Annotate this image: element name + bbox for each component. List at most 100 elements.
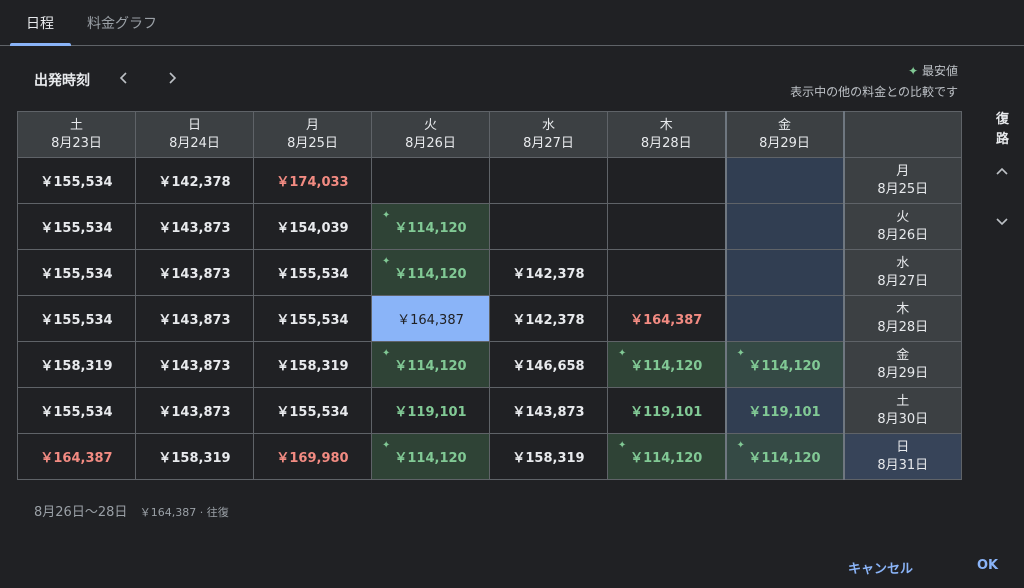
- weekday-label: 火: [423, 117, 437, 133]
- price-cell[interactable]: ✦ ￥114,120: [371, 203, 490, 250]
- price-cell[interactable]: ￥155,534: [253, 387, 372, 434]
- departure-date-header[interactable]: 日 8月24日: [135, 111, 254, 158]
- return-date-label[interactable]: 木 8月28日: [843, 295, 962, 342]
- price-cell[interactable]: ￥119,101: [724, 387, 845, 434]
- price-value: ￥114,120: [748, 451, 821, 466]
- price-cell[interactable]: ￥143,873: [135, 295, 254, 342]
- prev-dates-button[interactable]: [112, 66, 136, 90]
- chevron-up-icon: [996, 167, 1008, 175]
- price-cell[interactable]: ￥154,039: [253, 203, 372, 250]
- price-cell[interactable]: ￥143,873: [135, 341, 254, 388]
- price-cell[interactable]: ￥158,319: [489, 433, 608, 480]
- price-cell[interactable]: ￥142,378: [135, 157, 254, 204]
- price-value: ￥155,534: [40, 405, 113, 420]
- empty-price-cell: [607, 203, 726, 250]
- weekday-label: 金: [777, 117, 791, 133]
- price-cell[interactable]: ￥158,319: [17, 341, 136, 388]
- price-cell[interactable]: ￥158,319: [253, 341, 372, 388]
- price-value: ￥155,534: [276, 405, 349, 420]
- price-cell[interactable]: ￥142,378: [489, 249, 608, 296]
- price-cell[interactable]: ￥155,534: [17, 157, 136, 204]
- return-date-label[interactable]: 水 8月27日: [843, 249, 962, 296]
- price-cell[interactable]: ￥119,101: [607, 387, 726, 434]
- departure-date-header[interactable]: 木 8月28日: [607, 111, 726, 158]
- cancel-button[interactable]: キャンセル: [848, 562, 914, 577]
- price-cell[interactable]: ￥143,873: [135, 249, 254, 296]
- departure-date-header[interactable]: 金 8月29日: [724, 111, 845, 158]
- next-dates-button[interactable]: [160, 66, 184, 90]
- sparkle-icon: ✦: [736, 440, 745, 451]
- return-date-label[interactable]: 金 8月29日: [843, 341, 962, 388]
- price-value: ￥158,319: [276, 359, 349, 374]
- summary-dates: 8月26日〜28日: [34, 505, 128, 520]
- price-cell[interactable]: ￥155,534: [17, 203, 136, 250]
- price-value: ￥155,534: [40, 221, 113, 236]
- price-value: ￥142,378: [512, 313, 585, 328]
- price-cell[interactable]: ✦ ￥114,120: [607, 433, 726, 480]
- price-cell[interactable]: ✦ ￥114,120: [371, 341, 490, 388]
- departure-date-header[interactable]: 火 8月26日: [371, 111, 490, 158]
- price-value: ￥164,387: [630, 313, 703, 328]
- price-value: ￥114,120: [394, 221, 467, 236]
- price-cell[interactable]: ￥143,873: [489, 387, 608, 434]
- tab-schedule[interactable]: 日程: [26, 16, 54, 32]
- date-label: 8月26日: [405, 135, 456, 151]
- price-cell[interactable]: ✦ ￥114,120: [371, 249, 490, 296]
- departure-date-header[interactable]: 土 8月23日: [17, 111, 136, 158]
- price-value: ￥169,980: [276, 451, 349, 466]
- sparkle-icon: ✦: [382, 440, 391, 451]
- price-cell[interactable]: ￥164,387: [17, 433, 136, 480]
- price-cell[interactable]: ￥119,101: [371, 387, 490, 434]
- chevron-left-icon: [119, 72, 127, 84]
- return-date-label[interactable]: 火 8月26日: [843, 203, 962, 250]
- grid-corner: [843, 111, 962, 158]
- price-cell[interactable]: ￥146,658: [489, 341, 608, 388]
- price-value: ￥143,873: [158, 405, 231, 420]
- empty-price-cell: [489, 157, 608, 204]
- date-label: 8月28日: [877, 319, 929, 335]
- price-legend: ✦ 最安値 表示中の他の料金との比較です: [790, 61, 958, 103]
- tab-price-graph[interactable]: 料金グラフ: [87, 16, 157, 32]
- weekday-label: 日: [896, 439, 910, 455]
- return-date-label[interactable]: 月 8月25日: [843, 157, 962, 204]
- date-label: 8月28日: [640, 135, 692, 151]
- departure-date-header[interactable]: 水 8月27日: [489, 111, 608, 158]
- price-cell[interactable]: ￥169,980: [253, 433, 372, 480]
- price-cell[interactable]: ￥143,873: [135, 387, 254, 434]
- sparkle-icon: ✦: [618, 348, 627, 359]
- price-cell[interactable]: ￥155,534: [17, 249, 136, 296]
- return-next-button[interactable]: [992, 211, 1012, 231]
- price-cell[interactable]: ￥142,378: [489, 295, 608, 342]
- price-value: ￥146,658: [512, 359, 585, 374]
- sparkle-icon: ✦: [618, 440, 627, 451]
- price-cell[interactable]: ￥174,033: [253, 157, 372, 204]
- return-date-label[interactable]: 日 8月31日: [843, 433, 962, 480]
- price-cell[interactable]: ￥155,534: [253, 295, 372, 342]
- return-label: 復路: [996, 112, 1010, 147]
- departure-time-label: 出発時刻: [34, 73, 90, 89]
- return-prev-button[interactable]: [992, 162, 1012, 182]
- price-cell[interactable]: ✦ ￥114,120: [371, 433, 490, 480]
- departure-date-header[interactable]: 月 8月25日: [253, 111, 372, 158]
- price-cell[interactable]: ✦ ￥114,120: [724, 341, 845, 388]
- price-cell[interactable]: ✦ ￥114,120: [607, 341, 726, 388]
- price-cell[interactable]: ✦ ￥114,120: [724, 433, 845, 480]
- price-cell[interactable]: ￥143,873: [135, 203, 254, 250]
- date-label: 8月26日: [877, 227, 929, 243]
- price-cell[interactable]: ￥164,387: [607, 295, 726, 342]
- price-cell[interactable]: ￥158,319: [135, 433, 254, 480]
- price-value: ￥114,120: [748, 359, 821, 374]
- price-cell[interactable]: ￥155,534: [17, 387, 136, 434]
- price-value: ￥155,534: [276, 267, 349, 282]
- tab-bar: 日程 料金グラフ: [0, 0, 1024, 46]
- date-label: 8月25日: [877, 181, 929, 197]
- price-cell[interactable]: ￥164,387: [371, 295, 490, 342]
- price-value: ￥119,101: [394, 405, 467, 420]
- ok-button[interactable]: OK: [977, 558, 999, 573]
- price-value: ￥164,387: [40, 451, 113, 466]
- price-cell[interactable]: ￥155,534: [253, 249, 372, 296]
- price-value: ￥119,101: [630, 405, 703, 420]
- empty-price-cell: [724, 203, 845, 250]
- return-date-label[interactable]: 土 8月30日: [843, 387, 962, 434]
- price-cell[interactable]: ￥155,534: [17, 295, 136, 342]
